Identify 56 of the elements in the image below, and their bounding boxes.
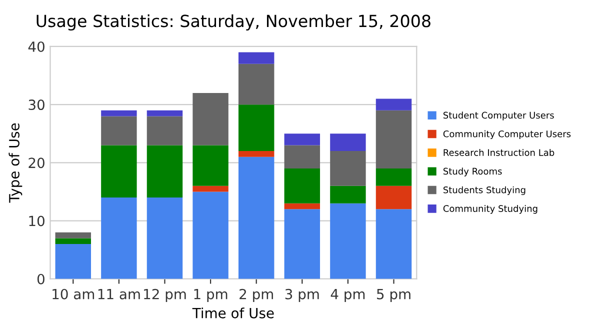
bar — [146, 145, 183, 198]
x-tick-label: 10 am — [52, 288, 94, 300]
bar — [376, 98, 412, 110]
bar — [55, 232, 91, 238]
bar — [376, 186, 412, 210]
bar — [146, 198, 183, 279]
x-tick-label: 4 pm — [330, 289, 365, 302]
legend-label: Community Computer Users — [443, 130, 571, 140]
y-tick-label: 40 — [28, 41, 44, 52]
bar — [238, 64, 274, 105]
y-tick-label: 10 — [29, 216, 44, 226]
bar — [376, 209, 412, 279]
bar — [284, 145, 320, 168]
chart-title: Usage Statistics: Saturday, November 15, 2008 — [36, 14, 430, 30]
bar — [101, 198, 137, 279]
bar — [55, 244, 91, 279]
legend-label: Study Rooms — [443, 168, 502, 176]
x-tick-label: 12 pm — [144, 288, 186, 302]
x-tick-label: 1 pm — [194, 289, 228, 302]
bar — [284, 209, 320, 279]
bar — [330, 186, 366, 204]
legend-label: Student Computer Users — [443, 112, 554, 120]
bar — [101, 145, 137, 198]
x-axis-title: Time of Use — [192, 308, 274, 318]
bar — [238, 104, 274, 152]
x-tick-label: 11 am — [98, 289, 140, 300]
bar — [146, 116, 183, 146]
legend-label: Community Studying — [443, 204, 538, 214]
bar — [284, 168, 320, 204]
bar — [192, 92, 228, 146]
y-tick-label: 30 — [28, 100, 44, 110]
x-tick-label: 5 pm — [377, 289, 410, 302]
bar — [284, 134, 320, 146]
bar — [146, 110, 183, 116]
bar — [55, 238, 91, 244]
bar — [192, 186, 228, 192]
bar — [238, 156, 274, 279]
legend-label: Research Instruction Lab — [444, 148, 554, 156]
y-tick-label: 20 — [28, 158, 44, 168]
bar — [376, 168, 412, 186]
bar — [192, 145, 228, 186]
bar — [330, 151, 366, 186]
bar — [284, 203, 320, 210]
x-tick-label: 3 pm — [285, 288, 319, 302]
bar — [192, 192, 228, 279]
bar — [238, 52, 274, 64]
bar — [101, 110, 137, 116]
bar — [376, 110, 412, 168]
y-tick-label: 0 — [37, 274, 44, 284]
bar — [330, 134, 366, 152]
y-axis-title: Type of Use — [8, 123, 22, 203]
bar — [330, 203, 366, 279]
legend-label: Students Studying — [443, 186, 526, 196]
bar — [238, 151, 274, 157]
bar — [101, 116, 137, 146]
x-tick-label: 2 pm — [240, 288, 273, 302]
